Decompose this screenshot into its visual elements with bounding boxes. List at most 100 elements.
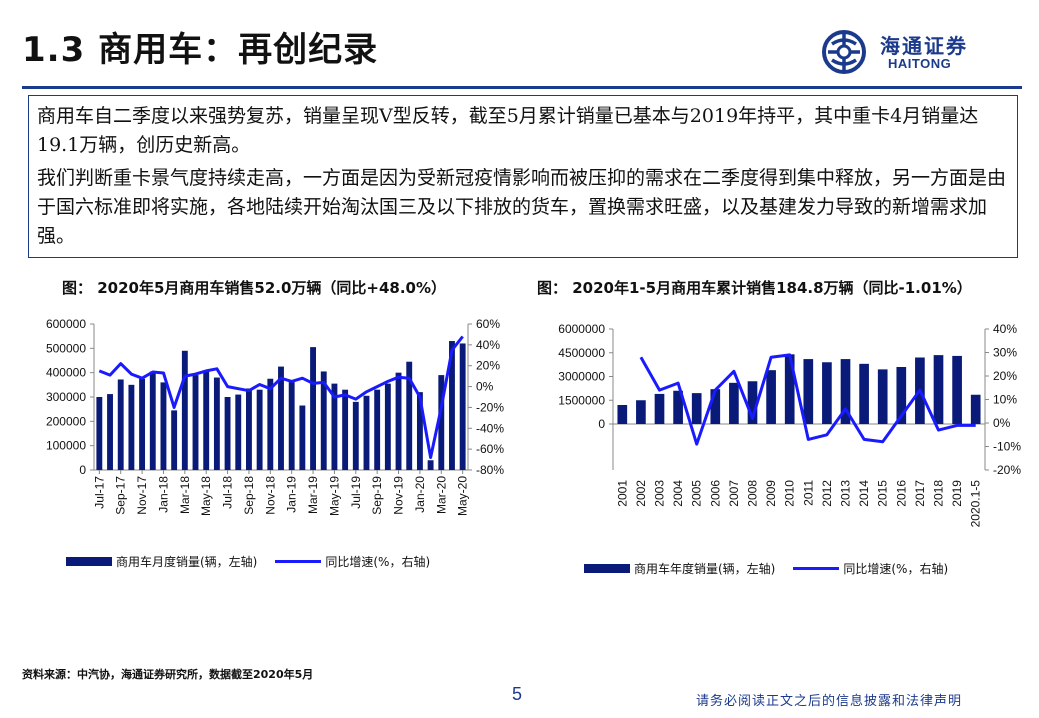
x-tick-label: 2004 <box>671 480 685 507</box>
legend-line-swatch <box>793 567 840 570</box>
bar-Apr-18 <box>192 375 199 470</box>
x-tick-label: Sep-19 <box>370 476 384 515</box>
bar-2010 <box>784 354 795 424</box>
bar-Nov-19 <box>395 372 402 470</box>
x-tick-label: 2007 <box>727 480 741 507</box>
bar-2018 <box>933 355 944 424</box>
bar-2001 <box>617 405 628 424</box>
bar-2004 <box>673 390 683 424</box>
bar-Aug-17 <box>107 394 113 470</box>
legend-bar-label: 商用车年度销量(辆，左轴) <box>634 562 776 576</box>
logo-text-en: HAITONG <box>888 56 952 71</box>
bar-2011 <box>803 359 814 424</box>
bar-2016 <box>896 367 907 424</box>
left-tick-label: 3000000 <box>558 370 605 384</box>
bar-Jul-17 <box>96 397 103 470</box>
left-tick-label: 1500000 <box>558 393 605 407</box>
bar-Oct-18 <box>256 389 263 470</box>
left-tick-label: 300000 <box>46 390 86 404</box>
x-tick-label: Mar-18 <box>178 476 192 514</box>
x-tick-label: 2011 <box>801 480 815 506</box>
right-tick-label: -10% <box>993 440 1021 454</box>
bar-Oct-17 <box>128 384 135 470</box>
x-tick-label: May-18 <box>199 476 213 516</box>
bar-Dec-18 <box>278 366 284 470</box>
bar-2020.1-5 <box>970 394 981 424</box>
x-tick-label: Jan-19 <box>285 476 299 513</box>
summary-box: 商用车自二季度以来强势复苏，销量呈现V型反转，截至5月累计销量已基本与2019年… <box>28 95 1018 258</box>
left-tick-label: 4500000 <box>558 346 605 360</box>
header-rule <box>22 86 1022 89</box>
left-tick-label: 200000 <box>46 414 86 428</box>
x-tick-label: 2018 <box>932 480 946 507</box>
left-tick-label: 6000000 <box>558 322 605 336</box>
bar-May-18 <box>203 370 210 470</box>
left-tick-label: 500000 <box>46 341 86 355</box>
bar-Sep-19 <box>374 389 381 470</box>
bar-Aug-19 <box>363 395 370 470</box>
bar-2007 <box>729 382 739 424</box>
summary-paragraph-2: 我们判断重卡景气度持续走高，一方面是因为受新冠疫情影响而被压抑的需求在二季度得到… <box>37 167 1007 247</box>
right-tick-label: 30% <box>993 346 1017 360</box>
bar-Jul-19 <box>352 401 359 470</box>
right-tick-label: -20% <box>993 463 1021 477</box>
right-tick-label: 40% <box>476 338 500 352</box>
right-tick-label: 10% <box>993 393 1017 407</box>
yoy-growth-line <box>98 335 464 459</box>
bar-Mar-20 <box>438 375 445 470</box>
bar-Jan-20 <box>416 392 423 470</box>
x-tick-label: May-20 <box>456 476 470 516</box>
right-tick-label: 20% <box>993 369 1017 383</box>
bar-Jan-18 <box>160 382 167 470</box>
x-tick-label: 2015 <box>876 480 890 507</box>
right-tick-label: -60% <box>476 442 504 456</box>
x-tick-label: Nov-18 <box>263 476 277 515</box>
x-tick-label: Sep-18 <box>242 476 256 515</box>
bar-Mar-19 <box>310 347 316 470</box>
x-tick-label: 2016 <box>894 480 908 507</box>
chart2-title: 图： 2020年1-5月商用车累计销售184.8万辆（同比-1.01%） <box>537 279 972 297</box>
x-tick-label: Jul-17 <box>92 476 106 509</box>
x-tick-label: 2017 <box>913 480 927 507</box>
bar-Oct-19 <box>384 383 391 470</box>
x-tick-label: Sep-17 <box>114 476 128 515</box>
bar-Jan-19 <box>288 381 295 470</box>
left-tick-label: 600000 <box>46 317 86 331</box>
bar-Apr-20 <box>449 341 455 470</box>
legend-line-label: 同比增速(%，右轴) <box>325 555 431 569</box>
x-tick-label: 2005 <box>690 480 704 507</box>
x-tick-label: Mar-20 <box>434 476 448 514</box>
bar-Dec-19 <box>406 361 413 470</box>
bar-Sep-17 <box>117 379 124 470</box>
x-tick-label: 2013 <box>839 480 853 507</box>
legend-line-swatch <box>275 560 322 563</box>
x-tick-label: Jul-19 <box>349 476 363 509</box>
bar-Apr-19 <box>320 371 327 470</box>
right-tick-label: -40% <box>476 421 504 435</box>
page-number: 5 <box>512 684 523 704</box>
bar-2012 <box>822 362 832 424</box>
bar-Nov-17 <box>139 378 146 470</box>
bar-2006 <box>710 389 721 424</box>
right-tick-label: 20% <box>476 359 500 373</box>
x-tick-label: 2002 <box>634 480 648 507</box>
bar-2019 <box>952 355 962 424</box>
left-tick-label: 100000 <box>46 439 86 453</box>
bar-Feb-20 <box>427 460 434 470</box>
bar-2002 <box>636 400 646 424</box>
data-source: 资料来源：中汽协，海通证券研究所，数据截至2020年5月 <box>22 668 314 681</box>
left-tick-label: 0 <box>598 417 605 431</box>
right-tick-label: 60% <box>476 317 500 331</box>
x-tick-label: Jan-20 <box>413 476 427 513</box>
logo-text-cn: 海通证券 <box>880 34 968 58</box>
bar-Feb-18 <box>171 410 178 470</box>
x-tick-label: Jul-18 <box>221 476 235 509</box>
bar-Jun-19 <box>342 389 349 470</box>
x-tick-label: 2006 <box>708 480 722 507</box>
x-tick-label: Nov-19 <box>392 476 406 515</box>
bar-2005 <box>691 393 702 424</box>
x-tick-label: 2009 <box>764 480 778 507</box>
chart2-legend: 商用车年度销量(辆，左轴) 同比增速(%，右轴) <box>584 560 948 577</box>
bar-2003 <box>654 393 665 424</box>
